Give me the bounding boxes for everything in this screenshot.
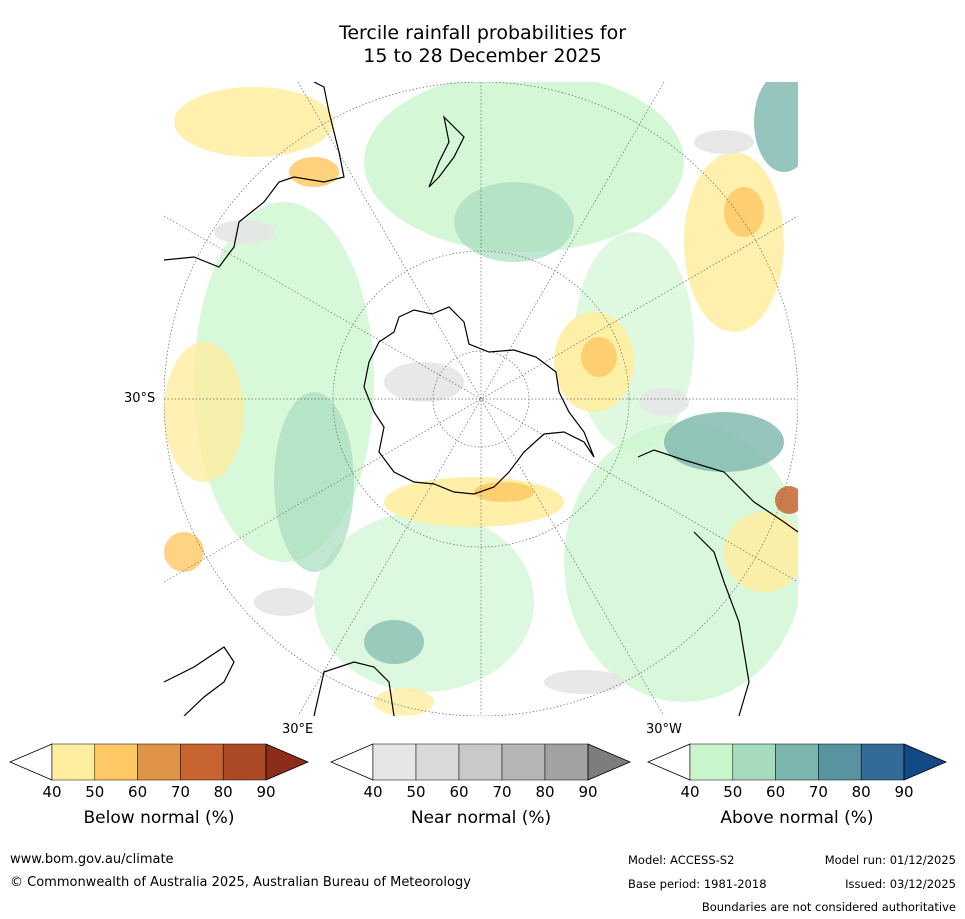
colorbar-below-normal-label: Below normal (%) bbox=[83, 808, 235, 828]
lon-label-30w: 30°W bbox=[646, 722, 682, 737]
colorbar-above-normal bbox=[646, 743, 948, 781]
colorbar-segment bbox=[501, 743, 546, 781]
colorbar-tick-label: 40 bbox=[42, 783, 62, 801]
colorbar-segment bbox=[544, 743, 589, 781]
australia-coast bbox=[164, 82, 345, 268]
colorbar-tick-label: 50 bbox=[85, 783, 105, 801]
colorbar-low-extension bbox=[8, 743, 53, 781]
colorbar-tick-label: 60 bbox=[766, 783, 786, 801]
colorbar-tick-label: 60 bbox=[449, 783, 469, 801]
colorbar-above-normal-label: Above normal (%) bbox=[720, 808, 874, 828]
footer-website: www.bom.gov.au/climate bbox=[10, 852, 174, 867]
colorbar-segment bbox=[732, 743, 776, 781]
colorbar-tick-label: 50 bbox=[406, 783, 426, 801]
colorbar-tick-label: 90 bbox=[578, 783, 598, 801]
colorbar-tick-label: 70 bbox=[492, 783, 512, 801]
colorbar-near-normal-label: Near normal (%) bbox=[410, 808, 552, 828]
colorbar-segment bbox=[818, 743, 862, 781]
colorbar-above-normal-svg bbox=[646, 743, 948, 781]
colorbar-tick-label: 80 bbox=[535, 783, 555, 801]
polar-map bbox=[164, 82, 798, 716]
new-zealand-coast bbox=[428, 115, 465, 188]
colorbar-segment bbox=[775, 743, 819, 781]
africa-coast bbox=[164, 646, 235, 716]
antarctica-coast bbox=[363, 306, 595, 495]
colorbar-segment bbox=[860, 743, 905, 781]
colorbar-segment bbox=[222, 743, 267, 781]
lat-label-30s: 30°S bbox=[124, 391, 156, 406]
footer-issued: Issued: 03/12/2025 bbox=[845, 877, 956, 891]
africa-south bbox=[313, 661, 395, 716]
colorbar-tick-label: 90 bbox=[894, 783, 914, 801]
colorbar-low-extension bbox=[646, 743, 691, 781]
footer-base-period: Base period: 1981-2018 bbox=[628, 877, 767, 891]
colorbar-tick-label: 40 bbox=[680, 783, 700, 801]
colorbar-near-normal bbox=[329, 743, 632, 781]
map-title: Tercile rainfall probabilities for 15 to… bbox=[0, 22, 965, 68]
title-line-1: Tercile rainfall probabilities for bbox=[338, 22, 627, 44]
colorbar-below-normal-svg bbox=[8, 743, 310, 781]
colorbar-tick-label: 50 bbox=[723, 783, 743, 801]
colorbar-tick-label: 80 bbox=[851, 783, 871, 801]
colorbar-high-extension bbox=[903, 743, 948, 781]
map-canvas bbox=[164, 82, 798, 716]
coastlines bbox=[164, 82, 798, 716]
colorbar-tick-label: 40 bbox=[363, 783, 383, 801]
colorbar-tick-label: 70 bbox=[170, 783, 190, 801]
colorbar-high-extension bbox=[587, 743, 632, 781]
footer-model: Model: ACCESS-S2 bbox=[628, 853, 735, 867]
colorbar-near-normal-svg bbox=[329, 743, 632, 781]
title-line-2: 15 to 28 December 2025 bbox=[363, 45, 602, 67]
colorbar-segment bbox=[94, 743, 138, 781]
graticule bbox=[164, 82, 798, 716]
footer-disclaimer: Boundaries are not considered authoritat… bbox=[701, 900, 956, 914]
colorbar-below-normal bbox=[8, 743, 310, 781]
colorbar-segment bbox=[137, 743, 181, 781]
footer-copyright: © Commonwealth of Australia 2025, Austra… bbox=[10, 875, 471, 890]
colorbar-low-extension bbox=[329, 743, 374, 781]
south-america-east bbox=[693, 531, 750, 716]
colorbar-high-extension bbox=[265, 743, 310, 781]
colorbar-segment bbox=[689, 743, 734, 781]
colorbar-tick-label: 80 bbox=[213, 783, 233, 801]
footer-model-run: Model run: 01/12/2025 bbox=[824, 853, 956, 867]
colorbar-segment bbox=[180, 743, 224, 781]
colorbar-segment bbox=[51, 743, 96, 781]
colorbar-tick-label: 70 bbox=[808, 783, 828, 801]
rain-probability-fields bbox=[164, 82, 798, 716]
colorbar-segment bbox=[415, 743, 460, 781]
colorbar-tick-label: 90 bbox=[256, 783, 276, 801]
south-america-coast bbox=[637, 449, 798, 533]
colorbar-segment bbox=[372, 743, 417, 781]
lon-label-30e: 30°E bbox=[282, 722, 314, 737]
colorbar-tick-label: 60 bbox=[128, 783, 148, 801]
colorbar-segment bbox=[458, 743, 503, 781]
